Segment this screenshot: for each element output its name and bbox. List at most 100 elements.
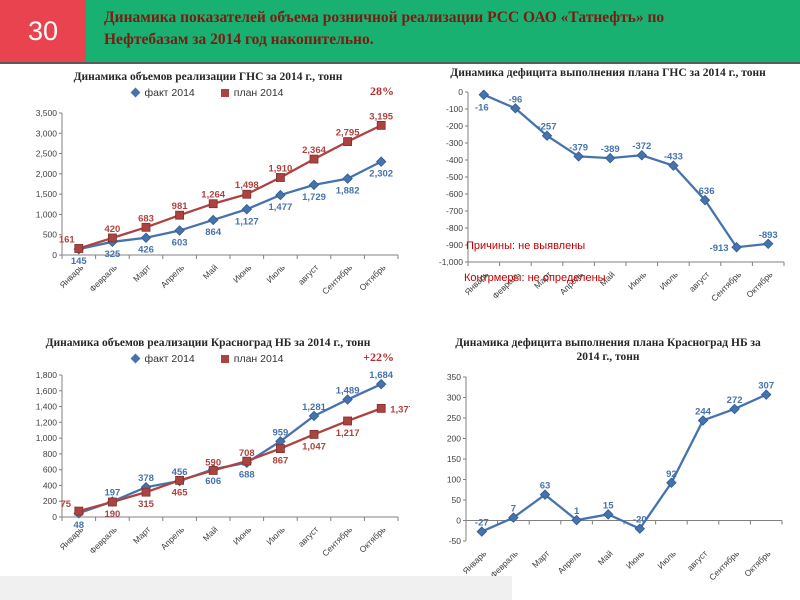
- svg-text:Сентябрь: Сентябрь: [320, 524, 354, 558]
- svg-text:378: 378: [138, 474, 154, 485]
- svg-text:Апрель: Апрель: [556, 548, 584, 576]
- svg-text:250: 250: [447, 413, 461, 423]
- gns-volume-legend: факт 2014 план 2014 28%: [6, 84, 410, 101]
- svg-text:1,600: 1,600: [36, 386, 58, 396]
- svg-text:Сентябрь: Сентябрь: [320, 262, 354, 296]
- gns-deficit-chart: 0 -100 -200 -300 -400 -500 -600 -700 -800 -900 -1,…: [439, 87, 785, 304]
- svg-text:683: 683: [138, 214, 154, 225]
- gns-volume-chart: 3,5003,0002,5002,0001,5001,0005000Январь…: [36, 108, 399, 297]
- svg-text:1,200: 1,200: [36, 418, 58, 428]
- krasnograd-growth-annotation: +22%: [363, 350, 394, 365]
- svg-text:Июль: Июль: [657, 269, 680, 292]
- svg-text:100: 100: [447, 474, 461, 484]
- svg-text:350: 350: [447, 372, 461, 382]
- svg-text:0: 0: [52, 250, 57, 260]
- svg-text:1,000: 1,000: [36, 210, 58, 220]
- svg-text:Май: Май: [596, 548, 615, 567]
- svg-text:Март: Март: [131, 263, 153, 285]
- svg-text:1,800: 1,800: [36, 370, 58, 380]
- svg-text:-900: -900: [446, 240, 463, 250]
- svg-text:75: 75: [61, 499, 72, 510]
- svg-text:-257: -257: [537, 122, 556, 133]
- svg-text:1,882: 1,882: [336, 186, 360, 197]
- svg-text:0: 0: [52, 512, 57, 522]
- svg-text:-50: -50: [449, 536, 462, 546]
- svg-text:август: август: [685, 548, 710, 573]
- svg-text:-100: -100: [446, 104, 463, 114]
- krasnograd-deficit-panel: Динамика дефицита выполнения плана Красн…: [416, 336, 800, 596]
- svg-text:456: 456: [172, 467, 188, 478]
- svg-text:800: 800: [43, 449, 57, 459]
- svg-text:1,000: 1,000: [36, 433, 58, 443]
- slide-header: 30 Динамика показателей объема розничной…: [0, 0, 800, 64]
- svg-text:август: август: [296, 525, 321, 550]
- plan-series-label: план 2014: [233, 86, 284, 99]
- legend-item-plan: план 2014: [220, 352, 284, 365]
- slide-title: Динамика показателей объема розничной ре…: [104, 9, 665, 49]
- svg-text:2,302: 2,302: [369, 169, 393, 180]
- svg-text:92: 92: [666, 469, 677, 480]
- legend-item-fact: факт 2014: [131, 86, 195, 99]
- svg-text:1,684: 1,684: [369, 371, 393, 382]
- svg-text:Июль: Июль: [264, 262, 287, 285]
- svg-text:300: 300: [447, 392, 461, 402]
- svg-text:Июнь: Июнь: [231, 524, 254, 547]
- svg-text:400: 400: [43, 481, 57, 491]
- svg-text:48: 48: [74, 521, 85, 532]
- svg-text:-600: -600: [446, 189, 463, 199]
- svg-text:200: 200: [447, 433, 461, 443]
- svg-text:1,910: 1,910: [269, 164, 293, 175]
- svg-text:325: 325: [104, 249, 121, 260]
- svg-text:1,729: 1,729: [302, 192, 326, 203]
- svg-text:1,489: 1,489: [336, 386, 360, 397]
- svg-text:-800: -800: [446, 223, 463, 233]
- fact-series-label: факт 2014: [144, 86, 195, 99]
- gns-volume-title: Динамика объемов реализации ГНС за 2014 …: [73, 71, 343, 83]
- svg-text:август: август: [687, 270, 712, 295]
- svg-text:-913: -913: [710, 244, 729, 255]
- krasnograd-deficit-chart: 350 300 250 200 150 100 50 0 -50 Январь Февраль Мар…: [447, 372, 783, 582]
- svg-text:-16: -16: [475, 103, 489, 114]
- svg-text:Октябрь: Октябрь: [744, 269, 775, 300]
- svg-text:0: 0: [458, 87, 463, 97]
- plan-square-marker-icon: [220, 88, 229, 97]
- svg-text:50: 50: [452, 495, 462, 505]
- svg-text:420: 420: [104, 224, 120, 235]
- svg-text:145: 145: [71, 256, 88, 267]
- svg-text:Февраль: Февраль: [488, 548, 520, 580]
- svg-text:-400: -400: [446, 155, 463, 165]
- svg-text:-379: -379: [569, 143, 588, 154]
- svg-text:Сентябрь: Сентябрь: [707, 548, 741, 582]
- svg-text:0: 0: [456, 515, 461, 525]
- krasnograd-volume-title: Динамика объемов реализации Красноград Н…: [45, 337, 371, 349]
- svg-text:2,500: 2,500: [36, 149, 58, 159]
- svg-text:Июнь: Июнь: [624, 548, 647, 571]
- svg-text:864: 864: [205, 227, 222, 238]
- svg-text:708: 708: [239, 449, 255, 460]
- fact-diamond-marker-icon: [131, 87, 141, 98]
- svg-text:2,000: 2,000: [36, 169, 58, 179]
- legend-item-fact: факт 2014: [131, 353, 195, 365]
- krasnograd-deficit-title: Динамика дефицита выполнения плана Красн…: [455, 337, 761, 364]
- svg-text:август: август: [296, 263, 321, 288]
- svg-text:1,377: 1,377: [390, 405, 410, 416]
- reasons-note: Причины: не выявлены: [466, 240, 586, 252]
- svg-text:3,195: 3,195: [369, 112, 393, 123]
- svg-text:1,477: 1,477: [269, 202, 293, 213]
- svg-text:603: 603: [172, 238, 188, 249]
- svg-text:867: 867: [272, 456, 288, 467]
- plan-series-label: план 2014: [233, 352, 284, 365]
- svg-text:Февраль: Февраль: [87, 262, 119, 294]
- svg-text:315: 315: [138, 500, 155, 511]
- plan-square-marker-icon: [220, 354, 229, 363]
- slide-number: 30: [27, 15, 59, 46]
- svg-text:-1,000: -1,000: [439, 257, 463, 267]
- svg-text:161: 161: [59, 235, 76, 246]
- svg-text:981: 981: [172, 202, 189, 213]
- svg-text:Май: Май: [201, 263, 220, 282]
- svg-text:197: 197: [104, 488, 120, 499]
- svg-text:Апрель: Апрель: [159, 262, 187, 290]
- svg-text:Июль: Июль: [264, 524, 287, 547]
- svg-text:-389: -389: [601, 145, 620, 156]
- svg-text:190: 190: [104, 509, 120, 520]
